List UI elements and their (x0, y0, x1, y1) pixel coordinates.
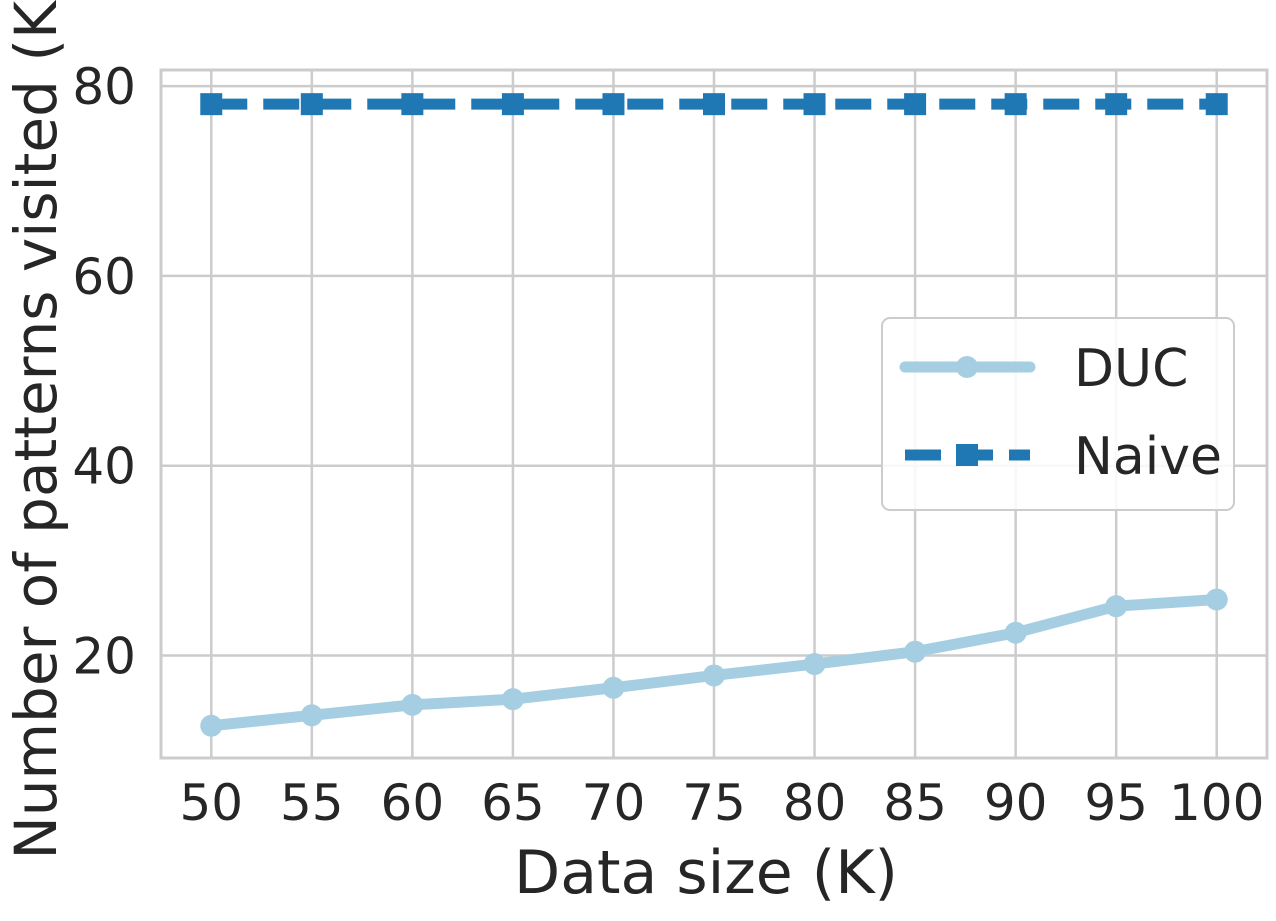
x-tick-label: 75 (682, 774, 746, 832)
series-duc (200, 588, 1228, 737)
data-point (200, 714, 223, 737)
legend-label: Naive (1074, 427, 1222, 487)
legend: DUC Naive (881, 317, 1235, 511)
data-point (703, 664, 725, 687)
legend-label: DUC (1074, 339, 1188, 399)
data-point (300, 704, 323, 727)
y-tick-label: 60 (72, 248, 136, 306)
x-tick-label: 85 (883, 774, 947, 832)
legend-swatch-marker (956, 444, 978, 466)
x-tick-label: 60 (381, 774, 445, 832)
y-tick-label: 20 (72, 628, 136, 686)
data-point (1105, 595, 1128, 618)
data-point (1205, 93, 1228, 116)
series-layer (200, 93, 1228, 737)
data-point (300, 93, 323, 116)
x-tick-label: 70 (582, 774, 646, 832)
data-point (703, 93, 725, 116)
x-tick-label: 90 (984, 774, 1048, 832)
x-tick-label: 80 (783, 774, 847, 832)
y-axis-label: Number of patterns visited (K) (2, 0, 70, 860)
data-point (602, 93, 625, 116)
tick-labels: 50 55 60 65 70 75 80 85 90 95 100 20 40 60 80 (72, 58, 1264, 832)
legend-item-naive: Naive (905, 427, 1222, 487)
data-point (803, 93, 826, 116)
data-point (602, 676, 625, 699)
y-tick-label: 80 (72, 58, 136, 116)
x-tick-label: 65 (481, 774, 545, 832)
data-point (401, 693, 424, 716)
x-tick-label: 100 (1169, 774, 1264, 832)
data-point (1004, 93, 1027, 116)
data-point (501, 93, 524, 116)
data-point (1004, 621, 1027, 644)
data-point (1105, 93, 1128, 116)
data-point (501, 688, 524, 711)
y-tick-label: 40 (72, 438, 136, 496)
data-point (1205, 588, 1228, 611)
x-axis-label: Data size (K) (514, 838, 898, 908)
data-point (200, 93, 223, 116)
series-naive (200, 93, 1228, 116)
data-point (904, 640, 927, 663)
x-tick-label: 55 (280, 774, 344, 832)
x-tick-label: 50 (179, 774, 243, 832)
x-tick-label: 95 (1084, 774, 1148, 832)
plot-frame (159, 68, 1269, 760)
legend-swatch-marker (956, 356, 978, 378)
data-point (904, 93, 927, 116)
legend-item-duc: DUC (899, 339, 1188, 399)
data-point (401, 93, 424, 116)
data-point (803, 653, 826, 676)
